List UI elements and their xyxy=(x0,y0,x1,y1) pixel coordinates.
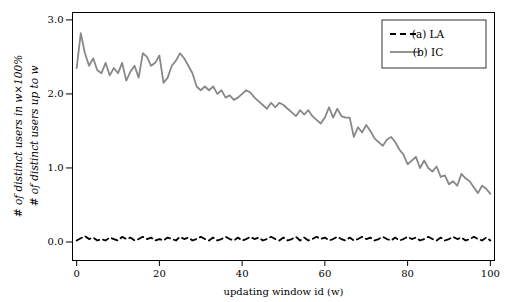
svg-text:(b) IC: (b) IC xyxy=(413,46,443,58)
svg-text:updating window id (w): updating window id (w) xyxy=(224,286,344,297)
svg-text:60: 60 xyxy=(319,268,332,279)
svg-text:80: 80 xyxy=(401,268,414,279)
svg-text:40: 40 xyxy=(236,268,249,279)
svg-text:0: 0 xyxy=(73,268,79,279)
svg-text:2.0: 2.0 xyxy=(48,88,64,99)
svg-text:3.0: 3.0 xyxy=(48,14,64,25)
svg-text:(a) LA: (a) LA xyxy=(412,28,445,40)
svg-text:# of distinct users in w×100%: # of distinct users in w×100% xyxy=(12,55,24,217)
svg-text:0.0: 0.0 xyxy=(48,236,64,247)
svg-text:20: 20 xyxy=(153,268,166,279)
svg-text:# of distinct users up to w: # of distinct users up to w xyxy=(28,66,40,207)
svg-text:100: 100 xyxy=(481,268,500,279)
svg-text:1.0: 1.0 xyxy=(48,162,64,173)
